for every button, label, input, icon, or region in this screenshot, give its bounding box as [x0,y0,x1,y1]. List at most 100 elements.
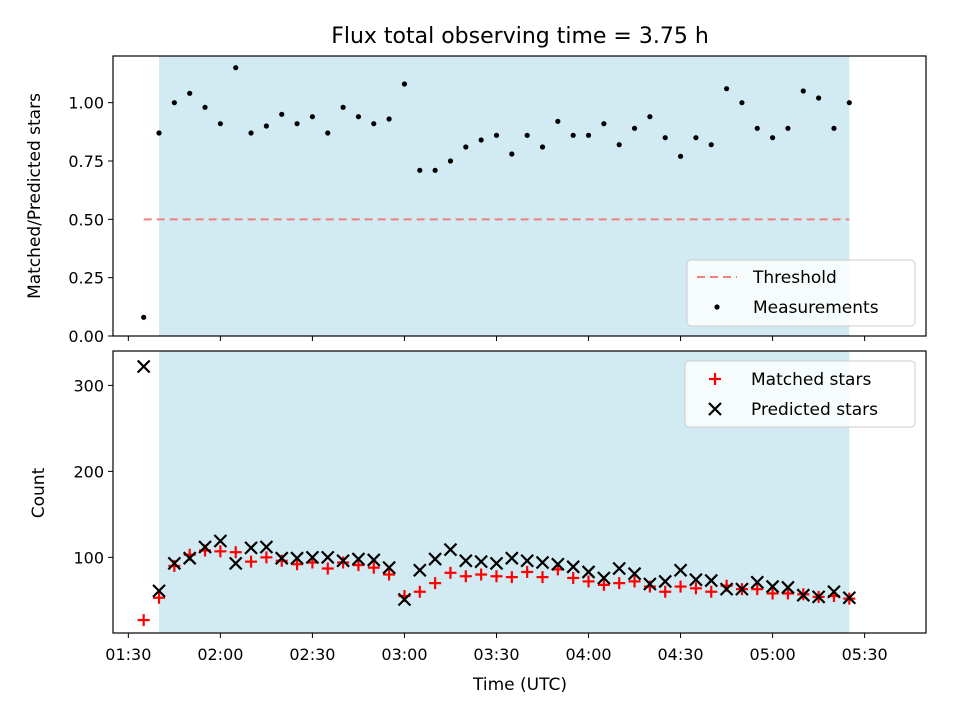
predicted-point [551,557,565,571]
legend-measurements-label: Measurements [753,298,879,318]
matched-point [337,556,350,569]
predicted-point [366,553,381,567]
measurement-point [754,125,760,131]
predicted-point [428,552,442,566]
matched-point [597,578,610,591]
x-tick-label: 04:30 [658,645,704,664]
matched-point [214,545,227,558]
measurement-point [555,118,561,124]
matched-point [536,571,549,584]
counts-legend: Matched stars Predicted stars [684,360,916,428]
measurement-point [417,167,423,173]
ratio-y-tick-label: 0.25 [68,269,104,288]
predicted-point [673,563,688,578]
measurement-point [294,121,300,127]
measurement-point [816,95,822,101]
ratio-y-tick-label: 0.00 [68,327,104,346]
measurement-point [141,314,147,320]
predicted-point [305,550,320,565]
measurement-point [463,144,469,150]
matched-point [245,555,258,568]
matched-point [505,571,518,584]
predicted-point [459,554,473,568]
matched-point [659,585,672,598]
measurement-point [585,132,592,138]
predicted-point [612,561,626,576]
panel-counts-frame [112,350,927,634]
predicted-point [213,534,228,548]
measurement-point [739,100,745,106]
x-axis-label: Time (UTC) [472,675,567,695]
predicted-point [765,579,780,594]
ratio-y-tick-label: 1.00 [68,94,104,113]
matched-point [751,583,764,596]
predicted-point [811,590,826,604]
x-tick-label: 04:00 [565,645,611,664]
legend-predicted-swatch [708,402,722,416]
ratio-y-tick-label: 0.75 [68,152,104,171]
predicted-point [443,542,458,557]
matched-point [137,614,150,627]
predicted-point [735,582,749,596]
predicted-point [274,551,289,565]
predicted-point [719,582,734,596]
matched-point [291,558,304,571]
matched-point [367,561,380,574]
predicted-point [244,541,258,555]
x-tick-label: 02:30 [289,645,335,664]
matched-point [582,575,595,588]
predicted-point [397,592,412,607]
matched-point [383,568,396,581]
measurement-point [509,151,515,157]
predicted-point [382,560,396,575]
count-y-tick-label: 100 [73,548,104,567]
panel-ratio-frame [112,55,927,337]
predicted-point [842,590,857,605]
predicted-point [827,584,841,599]
x-tick-label: 05:30 [842,645,888,664]
predicted-point [474,554,488,569]
matched-point [459,570,472,583]
matched-point [490,570,503,583]
measurement-point [662,135,668,141]
measurement-point [263,123,269,129]
predicted-point [152,584,166,598]
predicted-point [351,552,366,566]
predicted-point [781,580,795,595]
predicted-point [704,573,719,588]
predicted-point [566,560,580,574]
matched-point [321,562,334,575]
predicted-point [627,566,642,581]
panel-counts: 100 200 300 01:30 02:00 02:30 03:00 03:30 04:00… [29,350,927,695]
measurement-point [831,125,837,131]
measurement-point [447,158,454,164]
matched-point [475,568,488,581]
matched-point [413,585,426,598]
measurement-point [386,116,392,122]
predicted-point [689,572,703,587]
count-y-tick-label: 200 [73,462,104,481]
predicted-point [658,574,673,589]
measurement-point [401,81,408,87]
ratio-y-tick-label: 0.50 [68,210,104,229]
measurement-point [616,142,622,148]
predicted-point [505,551,519,565]
measurement-point [693,135,699,141]
predicted-point [290,551,304,565]
predicted-point [228,556,243,571]
measurement-point [524,132,530,138]
measurement-point [187,90,193,96]
measurement-point [340,104,346,110]
predicted-point [489,556,504,571]
matched-point [429,577,442,590]
measurement-point [677,153,684,159]
matched-point [444,566,457,579]
predicted-point [796,588,811,602]
x-tick-label: 05:00 [750,645,796,664]
measurement-point [647,114,653,120]
measurement-point [785,125,791,131]
measurement-point [723,86,730,92]
measurement-point [355,114,362,120]
legend-threshold-label: Threshold [752,268,837,288]
predicted-point [581,565,596,579]
